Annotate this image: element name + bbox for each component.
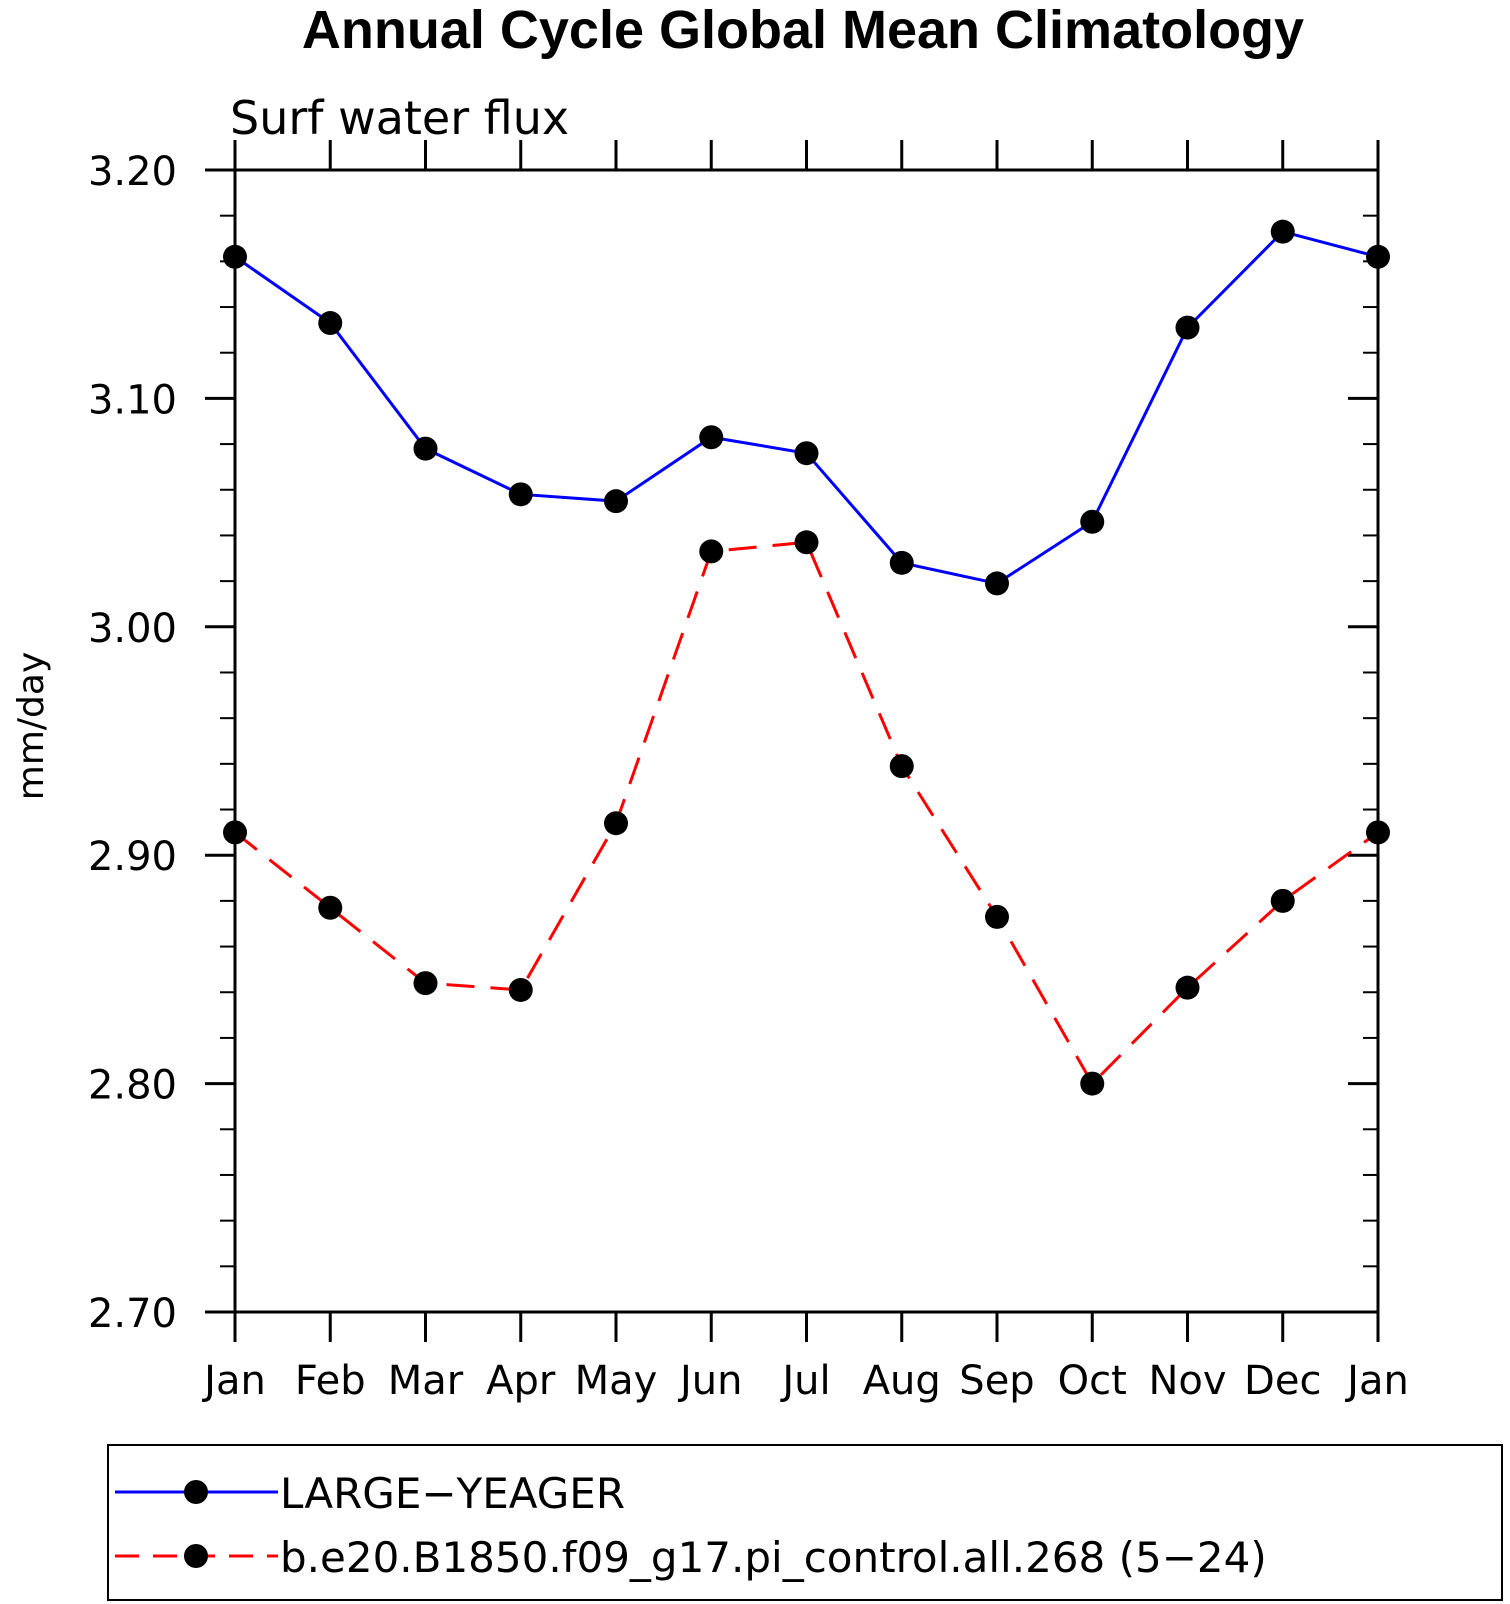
series-2-point	[1366, 820, 1390, 845]
y-tick-label: 2.70	[88, 1291, 177, 1337]
series-2-point	[413, 971, 438, 996]
x-tick-label: Feb	[295, 1358, 366, 1404]
legend-marker-1	[184, 1480, 208, 1504]
series-1-point	[985, 571, 1009, 596]
series-2-point	[223, 820, 247, 845]
series-2-point	[985, 904, 1009, 929]
x-tick-label: Nov	[1148, 1358, 1226, 1404]
series-2-point	[604, 811, 628, 836]
series-2-point	[508, 977, 533, 1002]
y-axis-label: mm/day	[11, 652, 52, 800]
series-2-point	[1080, 1071, 1105, 1096]
tick-labels-group: Jan Feb Mar Apr May Jun Jul Aug Sep Oct Nov Dec Jan 2…	[88, 149, 1409, 1404]
y-tick-label: 2.90	[88, 834, 177, 880]
series-1-point	[604, 489, 628, 514]
x-tick-label: Jul	[779, 1358, 830, 1404]
x-tick-label: Jun	[677, 1358, 743, 1404]
series-2-point	[1175, 975, 1200, 1000]
series-1-point	[794, 441, 819, 466]
y-tick-label: 3.00	[88, 606, 177, 652]
series-1-point	[223, 244, 247, 269]
x-tick-label: Sep	[959, 1358, 1034, 1404]
series-2-point	[699, 539, 724, 564]
series-1-point	[1270, 219, 1295, 244]
legend: LARGE−YEAGER b.e20.B1850.f09_g17.pi_contr…	[107, 1444, 1503, 1601]
chart-title: Annual Cycle Global Mean Climatology	[302, 0, 1304, 60]
legend-marker-2	[184, 1544, 208, 1568]
series-1-point	[413, 436, 438, 461]
legend-box	[107, 1444, 1503, 1601]
series-1-point	[1366, 244, 1390, 269]
series-1-point	[318, 311, 343, 336]
legend-label-2: b.e20.B1850.f09_g17.pi_control.all.268 (…	[280, 1533, 1267, 1582]
series-1-point	[889, 550, 914, 575]
x-tick-label: Oct	[1058, 1358, 1127, 1404]
axes-group	[205, 140, 1380, 1342]
series-2-point	[794, 530, 819, 555]
x-tick-label: Jan	[1344, 1358, 1409, 1404]
x-tick-label: Jan	[201, 1358, 266, 1404]
series-2-point	[1270, 888, 1295, 913]
y-tick-label: 3.10	[88, 377, 177, 423]
series-line-2	[234, 540, 1379, 1087]
series-1-point	[1175, 315, 1200, 340]
y-tick-label: 3.20	[88, 149, 177, 195]
x-tick-label: May	[575, 1358, 658, 1404]
legend-label-1: LARGE−YEAGER	[280, 1469, 625, 1518]
series-1-point	[699, 425, 724, 450]
series-2-point	[889, 754, 914, 779]
series-layer	[223, 219, 1390, 1096]
chart-subtitle: Surf water flux	[230, 91, 569, 145]
series-1-point	[508, 482, 533, 507]
series-1-point	[1080, 509, 1105, 534]
x-tick-label: Aug	[863, 1358, 941, 1404]
series-2-point	[318, 895, 343, 920]
y-tick-label: 2.80	[88, 1063, 177, 1109]
x-tick-label: Dec	[1244, 1358, 1321, 1404]
x-tick-label: Apr	[486, 1358, 556, 1404]
x-tick-label: Mar	[388, 1358, 464, 1404]
plot-frame	[233, 168, 1380, 1314]
